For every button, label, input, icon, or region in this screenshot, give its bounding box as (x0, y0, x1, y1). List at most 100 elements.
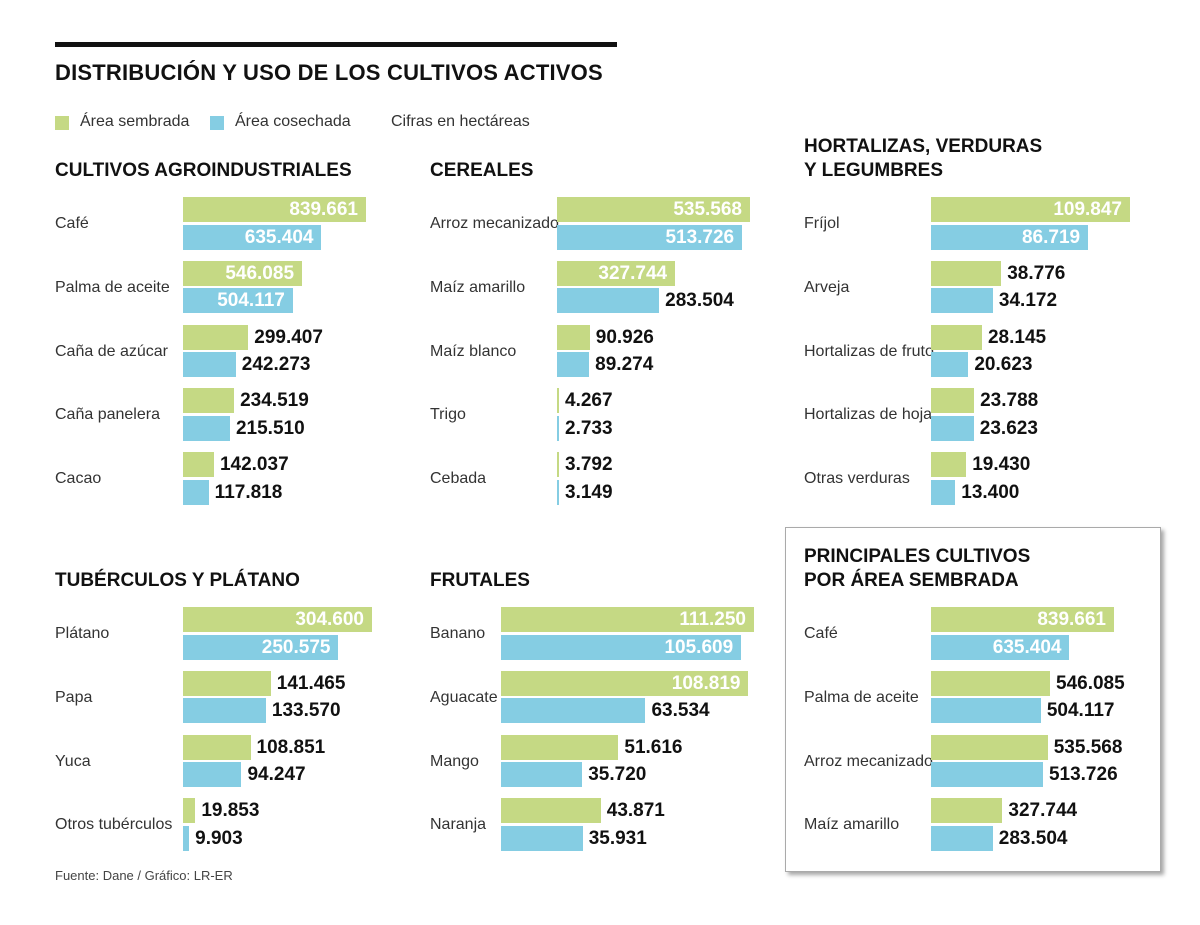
value-label-cosechada: 35.720 (588, 764, 647, 786)
bar-sembrada (931, 452, 967, 478)
bar-cosechada (931, 224, 1089, 250)
bar-sembrada (931, 734, 1048, 760)
source-note: Fuente: Dane / Gráfico: LR-ER (55, 868, 233, 883)
value-label-cosechada: 105.609 (664, 636, 734, 658)
value-label-cosechada: 513.726 (1048, 764, 1118, 786)
value-label-sembrada: 304.600 (295, 609, 364, 630)
value-label-cosechada: 2.733 (565, 417, 613, 439)
value-label-cosechada: 242.273 (241, 354, 311, 376)
value-label-cosechada: 23.623 (979, 417, 1038, 439)
value-label-sembrada: 839.661 (1037, 609, 1106, 630)
bar-cosechada (501, 698, 646, 724)
bar-sembrada (501, 670, 749, 696)
bar-cosechada (931, 479, 956, 505)
bar-sembrada (183, 798, 196, 824)
category-label: Fríjol (804, 215, 840, 232)
category-label: Yuca (55, 752, 91, 770)
category-label: Aguacate (430, 688, 498, 706)
category-label: Café (804, 625, 838, 642)
bar-cosechada (931, 415, 974, 441)
bar-cosechada (183, 224, 322, 250)
category-label: Trigo (430, 406, 466, 424)
category-label: Café (55, 215, 89, 232)
bar-cosechada (183, 634, 339, 660)
value-label-sembrada: 38.776 (1007, 262, 1066, 284)
title-rule (55, 42, 617, 47)
category-label: Palma de aceite (804, 688, 919, 706)
bar-sembrada (931, 324, 982, 350)
legend-label-sembrada: Área sembrada (80, 113, 190, 130)
bar-sembrada (183, 324, 249, 350)
value-label-sembrada: 327.744 (598, 262, 668, 284)
bar-sembrada (183, 260, 303, 286)
category-label: Papa (55, 688, 93, 706)
bar-cosechada (501, 634, 742, 660)
bar-sembrada (501, 607, 754, 632)
value-label-cosechada: 9.903 (195, 827, 243, 849)
bar-cosechada (501, 762, 583, 788)
bar-sembrada (931, 670, 1051, 696)
bar-sembrada (931, 260, 1002, 286)
bar-sembrada (183, 197, 366, 222)
bar-cosechada (183, 762, 242, 788)
bar-sembrada (931, 798, 1003, 824)
bar-sembrada (557, 388, 559, 414)
bar-sembrada (557, 260, 676, 286)
bar-sembrada (931, 388, 975, 414)
legend-label-cosechada: Área cosechada (235, 113, 351, 130)
legend-swatch-sembrada (55, 116, 69, 130)
page-title: DISTRIBUCIÓN Y USO DE LOS CULTIVOS ACTIV… (55, 60, 603, 85)
category-label: Plátano (55, 625, 110, 642)
value-label-sembrada: 90.926 (595, 326, 654, 348)
value-label-cosechada: 94.247 (247, 764, 306, 786)
value-label-cosechada: 635.404 (244, 226, 314, 248)
bar-cosechada (183, 352, 236, 378)
value-label-cosechada: 283.504 (665, 290, 734, 312)
category-label: Arroz mecanizado (804, 752, 933, 770)
bar-cosechada (931, 825, 993, 851)
value-label-cosechada: 250.575 (261, 636, 331, 658)
category-label: Arveja (804, 278, 850, 296)
value-label-cosechada: 86.719 (1021, 226, 1081, 248)
bar-cosechada (183, 698, 266, 724)
bar-cosechada (183, 825, 190, 851)
category-label: Maíz amarillo (804, 816, 900, 834)
bar-sembrada (183, 607, 372, 632)
value-label-sembrada: 546.085 (1056, 672, 1125, 694)
panel-title-frutales: FRUTALES (430, 570, 530, 591)
category-label: Arroz mecanizado (430, 215, 559, 232)
value-label-sembrada: 108.851 (256, 736, 326, 758)
bar-sembrada (183, 452, 214, 478)
value-label-sembrada: 23.788 (980, 390, 1039, 412)
value-label-sembrada: 19.430 (972, 454, 1031, 476)
value-label-sembrada: 142.037 (219, 454, 289, 476)
value-label-sembrada: 111.250 (679, 609, 746, 630)
panel-title-principales: PRINCIPALES CULTIVOS POR ÁREA SEMBRADA (804, 546, 1031, 591)
value-label-cosechada: 117.818 (214, 481, 283, 503)
value-label-cosechada: 635.404 (992, 636, 1062, 658)
bar-cosechada (501, 825, 583, 851)
category-label: Hortalizas de hoja (804, 406, 933, 424)
bar-sembrada (557, 324, 590, 350)
bar-cosechada (557, 479, 559, 505)
category-label: Caña panelera (55, 406, 160, 424)
value-label-cosechada: 283.504 (998, 827, 1068, 849)
bar-sembrada (183, 670, 271, 696)
category-label: Cebada (430, 470, 487, 488)
panel-title-agroindustriales: CULTIVOS AGROINDUSTRIALES (55, 160, 352, 181)
value-label-cosechada: 504.117 (1046, 700, 1115, 722)
bar-cosechada (557, 288, 660, 314)
category-label: Mango (430, 752, 479, 770)
bar-sembrada (557, 197, 750, 222)
value-label-cosechada: 215.510 (235, 417, 305, 439)
category-label: Maíz amarillo (430, 278, 526, 296)
legend-units-note: Cifras en hectáreas (391, 113, 530, 130)
value-label-sembrada: 299.407 (254, 326, 323, 348)
category-label: Maíz blanco (430, 342, 517, 360)
value-label-sembrada: 43.871 (606, 800, 665, 822)
value-label-sembrada: 3.792 (565, 454, 613, 476)
value-label-sembrada: 546.085 (225, 262, 295, 284)
value-label-cosechada: 504.117 (217, 290, 285, 312)
bar-cosechada (183, 415, 230, 441)
bar-sembrada (183, 734, 251, 760)
